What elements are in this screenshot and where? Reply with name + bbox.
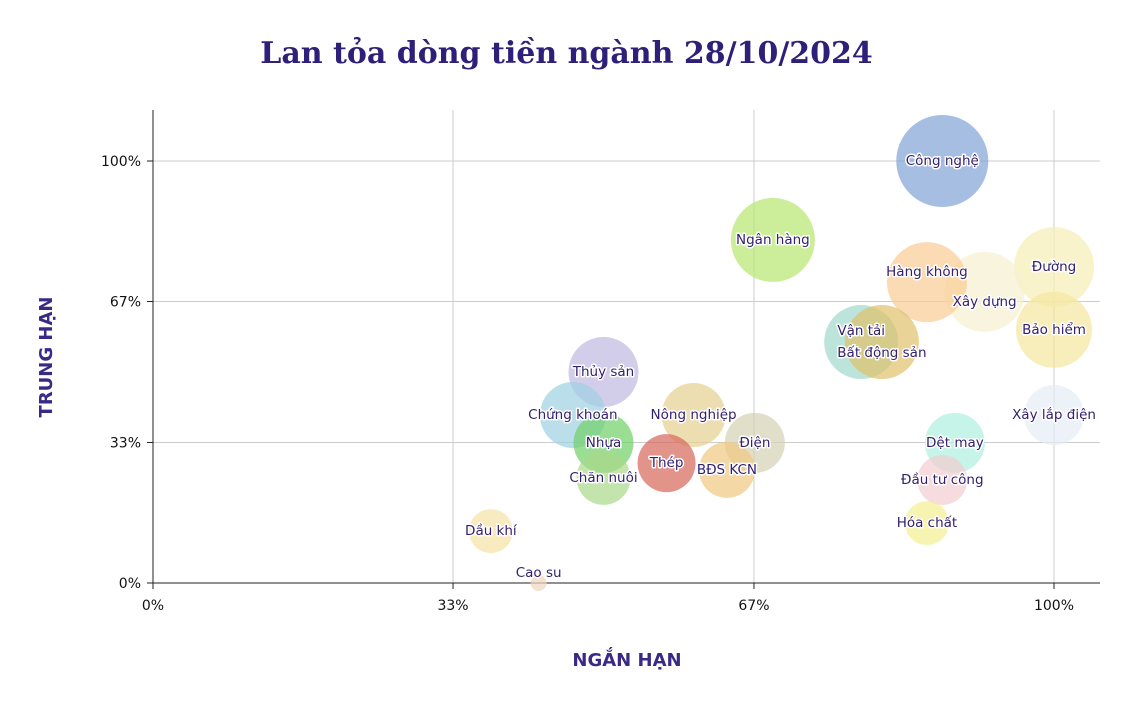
bubble-label: Điện [739,435,770,451]
x-tick-label: 33% [437,598,468,614]
bubble-label: Bất động sản [837,345,926,361]
bubble-label: Dệt may [926,435,984,451]
bubble-label: Hóa chất [897,515,958,531]
bubble [576,450,631,505]
bubble [844,305,919,380]
x-axis-label: NGẮN HẠN [572,647,681,671]
bubble-label: Chứng khoán [528,407,617,423]
bubble [730,197,815,282]
x-tick-label: 0% [142,598,164,614]
bubble [698,441,755,498]
bubble-label: Cao su [516,565,562,581]
y-tick-label: 100% [101,154,141,170]
bubble [637,434,696,493]
bubble [904,501,949,546]
bubble-label: Hàng không [886,264,968,280]
bubble-label: Thép [649,455,684,471]
bubble-label: Xây dựng [953,294,1017,310]
bubble-label: BĐS KCN [697,462,757,478]
bubble-label: Xây lắp điện [1012,406,1096,423]
bubble [468,509,513,554]
bubble [530,575,547,591]
y-tick-label: 0% [119,576,141,592]
bubble-label: Ngân hàng [736,232,810,248]
bubble [886,242,967,323]
bubble [661,383,726,448]
bubble [1024,385,1084,446]
bubble-label: Đường [1032,259,1076,275]
bubble-label: Nông nghiệp [651,407,737,423]
bubble-label: Nhựa [586,435,621,451]
bubble [1016,291,1092,368]
bubble-label: Vận tải [837,323,885,339]
bubble-label: Bảo hiểm [1022,321,1086,338]
x-tick-label: 67% [738,598,769,614]
bubble [917,455,968,506]
y-tick-label: 67% [110,295,141,311]
y-axis-label: TRUNG HẠN [36,297,57,418]
bubble [1014,226,1094,307]
bubble-label: Thủy sản [572,364,635,380]
x-tick-label: 100% [1034,598,1074,614]
bubble-label: Dầu khí [465,523,518,539]
bubble [896,115,989,207]
y-tick-label: 33% [110,435,141,451]
bubble-label: Đầu tư công [901,472,984,488]
chart-title: Lan tỏa dòng tiền ngành 28/10/2024 [260,36,873,71]
bubble-label: Chăn nuôi [569,470,637,486]
bubble-label: Công nghệ [906,153,979,169]
